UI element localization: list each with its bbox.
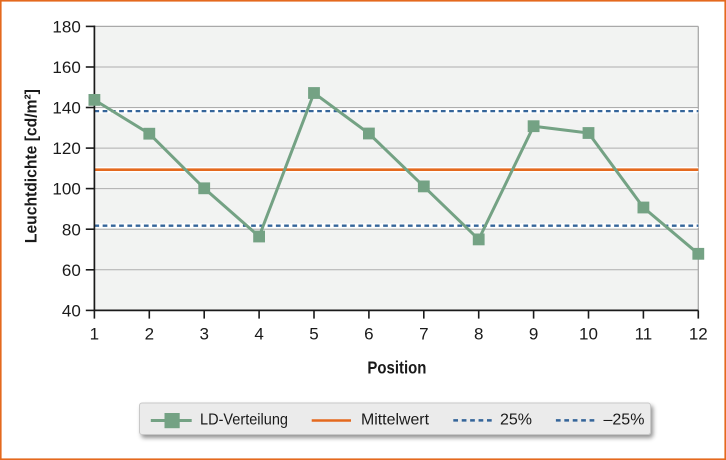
svg-text:6: 6 [364,324,373,343]
svg-text:160: 160 [52,58,80,77]
svg-text:140: 140 [52,99,80,118]
svg-text:8: 8 [474,324,483,343]
svg-text:25%: 25% [500,412,532,429]
svg-text:40: 40 [62,302,81,321]
svg-text:5: 5 [309,324,318,343]
svg-text:120: 120 [52,139,80,158]
svg-text:Mittelwert: Mittelwert [361,412,430,429]
svg-text:100: 100 [52,180,80,199]
svg-text:60: 60 [62,261,81,280]
svg-text:Leuchtdichte [cd/m²]: Leuchtdichte [cd/m²] [21,89,40,243]
svg-text:7: 7 [419,324,428,343]
svg-text:Position: Position [367,357,426,377]
svg-text:1: 1 [90,324,99,343]
svg-text:80: 80 [62,220,81,239]
svg-text:LD-Verteilung: LD-Verteilung [200,412,288,429]
svg-text:2: 2 [145,324,154,343]
svg-text:9: 9 [529,324,538,343]
svg-text:–25%: –25% [604,412,645,429]
svg-text:10: 10 [579,324,598,343]
svg-text:180: 180 [52,18,80,37]
svg-text:12: 12 [689,324,708,343]
svg-text:3: 3 [199,324,208,343]
svg-text:4: 4 [254,324,263,343]
svg-text:11: 11 [635,324,653,343]
